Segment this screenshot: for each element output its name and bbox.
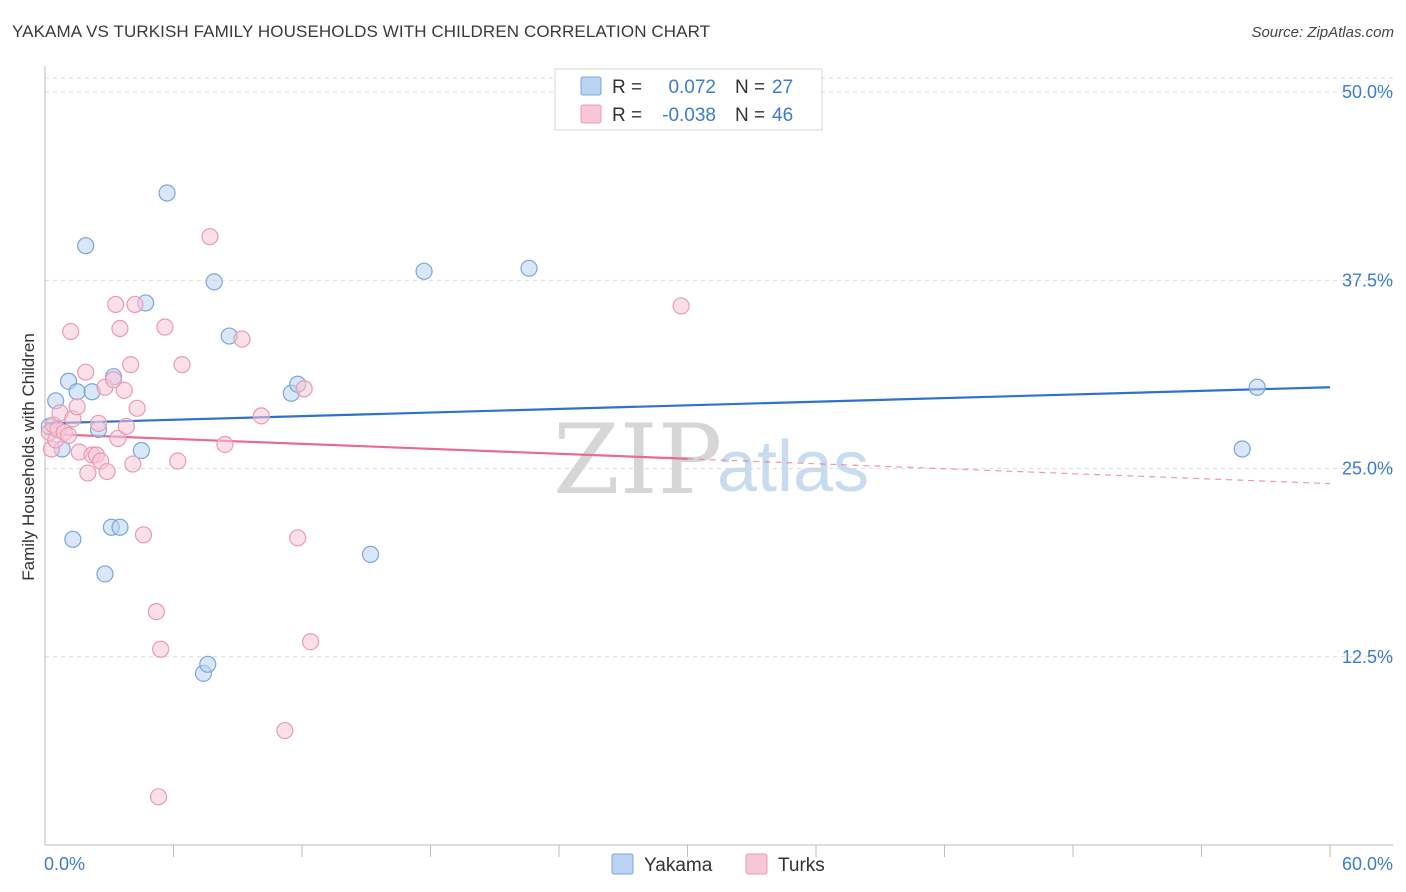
bottom-legend-label: Turks <box>778 855 825 876</box>
point-yakama <box>205 273 223 291</box>
point-yakama <box>1233 440 1251 458</box>
point-turks <box>98 462 116 481</box>
point-turks <box>156 318 174 336</box>
point-turks <box>68 398 86 416</box>
trend-line-dashed-turks <box>687 458 1331 485</box>
point-turks <box>126 295 144 314</box>
legend-r-label: R = <box>612 77 642 98</box>
point-yakama <box>111 518 129 536</box>
x-tick-label: 0.0% <box>44 854 85 874</box>
source-label: Source: ZipAtlas.com <box>1251 24 1394 41</box>
point-turks <box>128 399 146 417</box>
point-turks <box>77 363 95 381</box>
bottom-legend: Yakama Turks <box>611 853 825 876</box>
y-axis-title: Family Households with Children <box>19 333 38 581</box>
legend-n-label: N = <box>735 77 765 98</box>
point-yakama <box>132 441 150 460</box>
legend-r-value: 0.072 <box>668 77 716 98</box>
point-turks <box>301 633 320 651</box>
y-tick-label: 25.0% <box>1342 459 1393 479</box>
point-turks <box>173 356 191 374</box>
legend-r-value: -0.038 <box>662 105 716 126</box>
point-turks <box>152 640 170 658</box>
bottom-legend-label: Yakama <box>644 855 713 876</box>
legend-swatch <box>580 104 602 124</box>
point-turks <box>295 380 313 398</box>
point-turks <box>169 452 187 470</box>
point-turks <box>289 529 307 547</box>
point-turks <box>233 330 251 348</box>
point-turks <box>111 319 129 338</box>
watermark-zip: ZIP <box>553 404 722 516</box>
y-tick-label: 37.5% <box>1342 270 1393 290</box>
point-yakama <box>158 184 176 202</box>
point-turks <box>134 526 153 544</box>
y-tick-label: 12.5% <box>1342 647 1393 667</box>
watermark: ZIP atlas <box>553 404 869 516</box>
legend-swatch <box>580 76 602 96</box>
point-yakama <box>361 545 380 563</box>
point-yakama <box>77 237 95 255</box>
bottom-legend-swatch <box>745 853 768 875</box>
legend-n-value: 46 <box>772 105 793 126</box>
point-yakama <box>199 655 217 673</box>
point-yakama <box>520 259 538 277</box>
point-turks <box>59 426 78 445</box>
x-tick-label: 60.0% <box>1342 854 1393 874</box>
legend-box: R = 0.072 N = 27 R = -0.038 N = 46 <box>554 68 823 131</box>
point-yakama <box>415 262 433 280</box>
legend-n-value: 27 <box>772 77 793 98</box>
point-turks <box>201 228 219 246</box>
point-turks <box>117 417 135 435</box>
point-turks <box>124 455 142 473</box>
chart-title: YAKAMA VS TURKISH FAMILY HOUSEHOLDS WITH… <box>12 22 711 41</box>
points-layer <box>40 184 1266 806</box>
point-turks <box>89 414 108 432</box>
point-turks <box>109 429 127 448</box>
point-turks <box>147 603 165 621</box>
point-turks <box>107 295 125 314</box>
point-yakama <box>64 530 82 548</box>
point-turks <box>115 381 133 399</box>
y-tick-label: 50.0% <box>1342 82 1393 102</box>
legend-n-label: N = <box>735 105 765 126</box>
trend-line-turks <box>44 432 688 460</box>
legend-r-label: R = <box>612 105 642 126</box>
point-turks <box>79 464 97 482</box>
point-turks <box>276 721 294 740</box>
watermark-atlas: atlas <box>717 427 869 507</box>
point-turks <box>216 435 234 454</box>
point-yakama <box>96 565 114 583</box>
point-turks <box>62 322 80 341</box>
axis-layer: 12.5% 25.0% 37.5% 50.0% 0.0% 60.0% <box>44 66 1393 874</box>
point-turks <box>104 371 123 389</box>
bottom-legend-swatch <box>611 853 634 875</box>
point-turks <box>149 788 168 806</box>
point-yakama <box>68 383 86 401</box>
point-turks <box>122 356 140 374</box>
point-turks <box>252 407 270 425</box>
grid-layer <box>45 77 1393 658</box>
point-turks <box>672 297 690 315</box>
point-yakama <box>1248 378 1266 396</box>
